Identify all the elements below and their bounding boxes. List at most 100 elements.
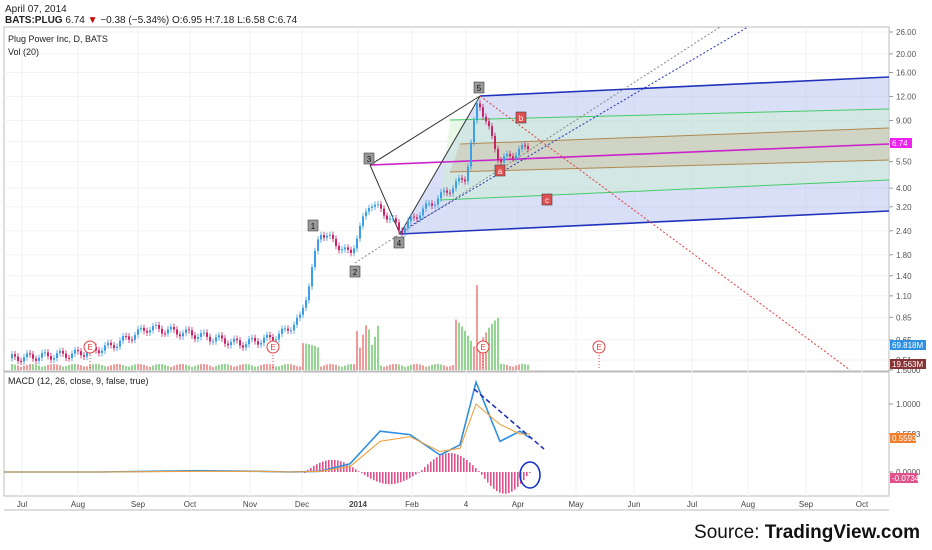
candle-body — [14, 354, 16, 357]
volume-bar — [473, 346, 475, 370]
candle-body — [215, 337, 217, 342]
volume-bar — [140, 364, 142, 370]
candle-body — [293, 324, 295, 331]
candle-body — [200, 333, 202, 338]
candle-body — [452, 188, 454, 194]
volume-bar — [515, 365, 517, 370]
volume-bar — [356, 331, 358, 370]
histogram-bar — [418, 472, 420, 473]
candle-body — [467, 166, 469, 182]
candle-body — [302, 307, 304, 315]
candle-body — [377, 204, 379, 206]
time-tick-label: Jul — [687, 500, 697, 509]
volume-bar — [215, 365, 217, 370]
candle-body — [311, 267, 313, 287]
wave-labels: 1 2 3 4 5 a b c — [307, 81, 553, 278]
histogram-bar — [457, 454, 459, 472]
time-tick-label: Dec — [295, 500, 309, 509]
volume-bar — [440, 364, 442, 370]
candle-body — [80, 351, 82, 356]
volume-bar — [62, 366, 64, 370]
candle-body — [41, 353, 43, 358]
macd-label: MACD (12, 26, close, 9, false, true) — [8, 376, 149, 386]
candle-body — [125, 336, 127, 338]
candle-body — [242, 345, 244, 348]
macd-pane[interactable] — [3, 371, 890, 497]
volume-bar — [266, 364, 268, 370]
volume-bar — [311, 345, 313, 370]
volume-bar — [212, 366, 214, 370]
volume-bar — [110, 365, 112, 370]
volume-bar — [413, 364, 415, 370]
histogram-bar — [427, 464, 429, 472]
candle-body — [440, 192, 442, 199]
candle-body — [428, 203, 430, 205]
wave-label-box — [363, 152, 375, 165]
volume2-badge-text: 19.563M — [892, 360, 923, 369]
volume-bar — [491, 323, 493, 370]
candle-body — [338, 245, 340, 251]
volume-bar — [77, 364, 79, 370]
volume-bar — [20, 366, 22, 370]
candle-body — [113, 345, 115, 349]
candle-body — [527, 146, 529, 150]
volume-bar — [68, 364, 70, 370]
histogram-bar — [454, 453, 456, 472]
histogram-bar — [493, 472, 495, 489]
volume-bar — [323, 365, 325, 370]
volume-bar — [320, 366, 322, 370]
candle-body — [518, 148, 520, 156]
candle-body — [86, 352, 88, 357]
brown-upper-line — [459, 127, 890, 145]
candle-body — [479, 103, 481, 108]
volume-bar — [134, 364, 136, 370]
candle-body — [212, 341, 214, 343]
event-marker-text: E — [596, 343, 601, 352]
event-marker-text: E — [87, 343, 92, 352]
volume-bar — [152, 365, 154, 370]
candle-body — [374, 204, 376, 207]
event-marker-circle — [476, 340, 490, 354]
histogram-bar — [526, 472, 528, 477]
candle-body — [152, 326, 154, 331]
candle-body — [284, 328, 286, 330]
macd-divergence-line — [473, 388, 545, 450]
candle-body — [197, 337, 199, 339]
time-axis-ticks: Jul Aug Sep Oct Nov Dec 2014 Feb 4 Apr May Jun Jul Au… — [17, 500, 869, 509]
histogram-bar — [316, 464, 318, 472]
volume-bar — [344, 365, 346, 370]
wave-label-box — [393, 236, 405, 249]
volume-bar — [509, 366, 511, 370]
volume-bar — [461, 326, 463, 370]
histogram-bar — [331, 459, 333, 472]
volume-bar — [518, 364, 520, 370]
histogram-bar — [349, 465, 351, 472]
candle-body — [473, 120, 475, 143]
gray-dotted-trendline — [354, 26, 721, 264]
volume-bar — [11, 364, 13, 370]
candle-body — [182, 332, 184, 337]
volume-bar — [203, 364, 205, 370]
volume-bar — [200, 364, 202, 370]
volume-bar — [422, 365, 424, 370]
volume-bar — [296, 366, 298, 370]
candle-body — [323, 235, 325, 238]
candle-body — [158, 324, 160, 329]
candle-body — [26, 353, 28, 358]
hist-badge — [890, 473, 918, 483]
histogram-bar — [328, 460, 330, 472]
wave-label-text: 4 — [397, 239, 402, 248]
histogram-bar — [376, 472, 378, 482]
volume-bar — [167, 365, 169, 370]
candle-body — [464, 179, 466, 182]
histogram-bar — [466, 460, 468, 472]
volume-bar — [527, 364, 529, 370]
candle-body — [257, 341, 259, 345]
candle-body — [149, 330, 151, 333]
volume-bar — [512, 366, 514, 370]
volume-bar — [482, 337, 484, 370]
candle-body — [260, 342, 262, 345]
volume-bar — [104, 366, 106, 370]
volume-bar — [227, 364, 229, 370]
